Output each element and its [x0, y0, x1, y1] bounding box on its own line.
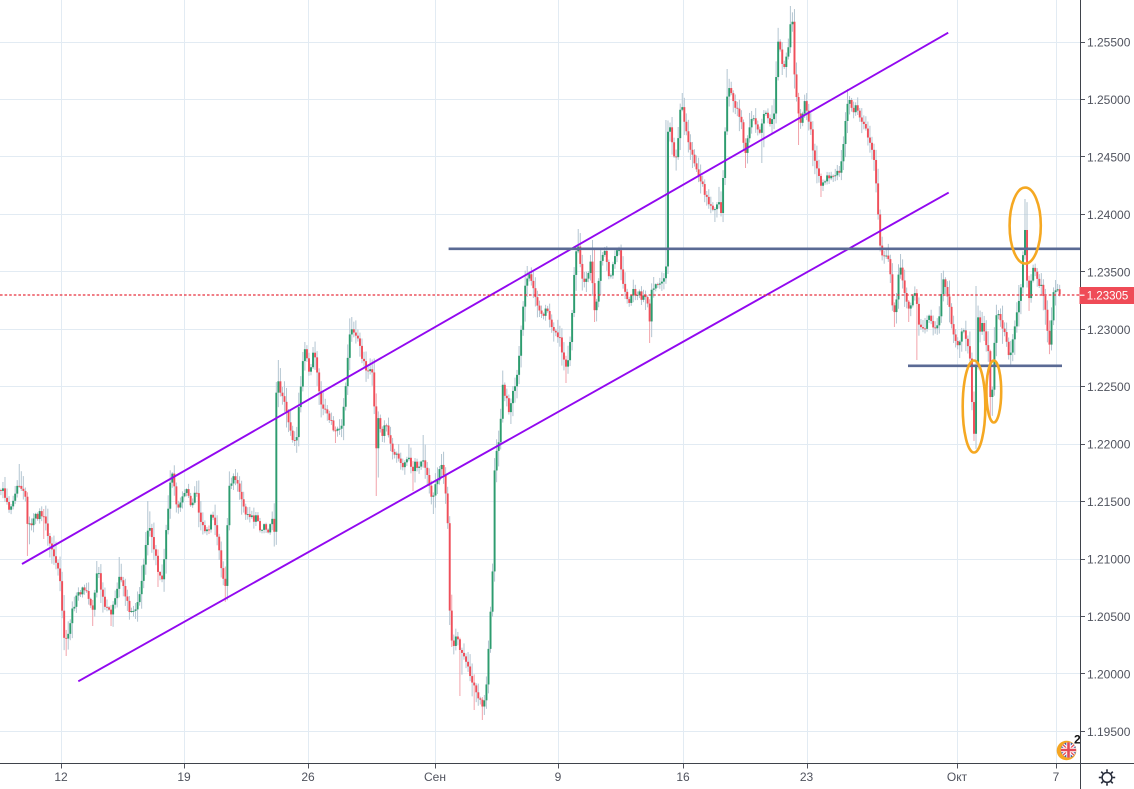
svg-text:1.23500: 1.23500: [1087, 265, 1131, 279]
svg-text:1.24500: 1.24500: [1087, 150, 1131, 164]
svg-text:1.21500: 1.21500: [1087, 495, 1131, 509]
svg-text:Сен: Сен: [424, 770, 446, 784]
svg-text:19: 19: [177, 770, 191, 784]
svg-text:1.23305: 1.23305: [1087, 291, 1129, 303]
svg-text:1.21000: 1.21000: [1087, 553, 1131, 567]
svg-text:9: 9: [555, 770, 562, 784]
svg-text:1.20000: 1.20000: [1087, 667, 1131, 681]
svg-text:1.19500: 1.19500: [1087, 725, 1131, 739]
svg-text:Окт: Окт: [947, 770, 968, 784]
svg-text:26: 26: [301, 770, 315, 784]
svg-text:16: 16: [676, 770, 690, 784]
svg-text:1.24000: 1.24000: [1087, 208, 1131, 222]
svg-text:12: 12: [54, 770, 68, 784]
svg-text:2: 2: [1074, 733, 1081, 747]
svg-text:1.22000: 1.22000: [1087, 438, 1131, 452]
svg-text:1.25000: 1.25000: [1087, 93, 1131, 107]
svg-text:1.22500: 1.22500: [1087, 380, 1131, 394]
svg-text:1.25500: 1.25500: [1087, 36, 1131, 50]
svg-text:1.20500: 1.20500: [1087, 610, 1131, 624]
svg-text:1.23000: 1.23000: [1087, 323, 1131, 337]
svg-text:23: 23: [800, 770, 814, 784]
svg-text:7: 7: [1053, 770, 1060, 784]
